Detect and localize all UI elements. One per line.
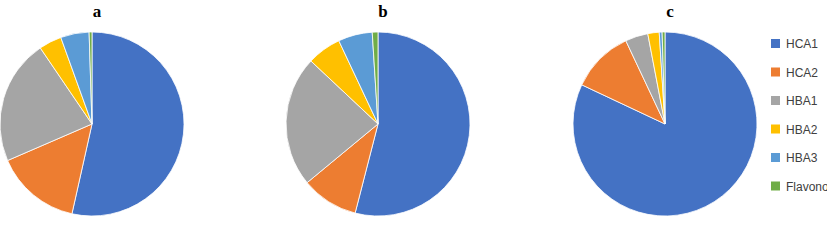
legend-swatch <box>771 96 780 105</box>
pie <box>0 32 184 216</box>
legend-label: HBA1 <box>786 94 818 108</box>
legend-label: HBA2 <box>786 123 818 137</box>
pie-slice <box>648 32 665 124</box>
pie <box>286 32 470 216</box>
pie-slice <box>61 32 92 124</box>
legend-swatch <box>771 39 780 48</box>
legend-swatch <box>771 68 780 77</box>
legend-swatch <box>771 182 780 191</box>
legend-label: Flavonoid <box>786 180 827 194</box>
pie <box>573 32 757 216</box>
pie-title: a <box>93 2 102 21</box>
chart-canvas: a b c HCA1 HCA2 HBA1 HBA2 HBA3 Flavonoid <box>0 0 827 227</box>
pie-title: c <box>666 2 674 21</box>
pie-slice <box>372 32 378 124</box>
legend-swatch <box>771 125 780 134</box>
legend-label: HCA2 <box>786 66 818 80</box>
pie-title: b <box>378 2 387 21</box>
pie-slice <box>339 32 378 124</box>
legend-label: HBA3 <box>786 151 818 165</box>
pie-slice <box>662 32 665 124</box>
pie-slice <box>573 32 757 216</box>
pie-slice <box>89 32 92 124</box>
legend-swatch <box>771 153 780 162</box>
legend-label: HCA1 <box>786 37 818 51</box>
pie-slice <box>659 32 665 124</box>
